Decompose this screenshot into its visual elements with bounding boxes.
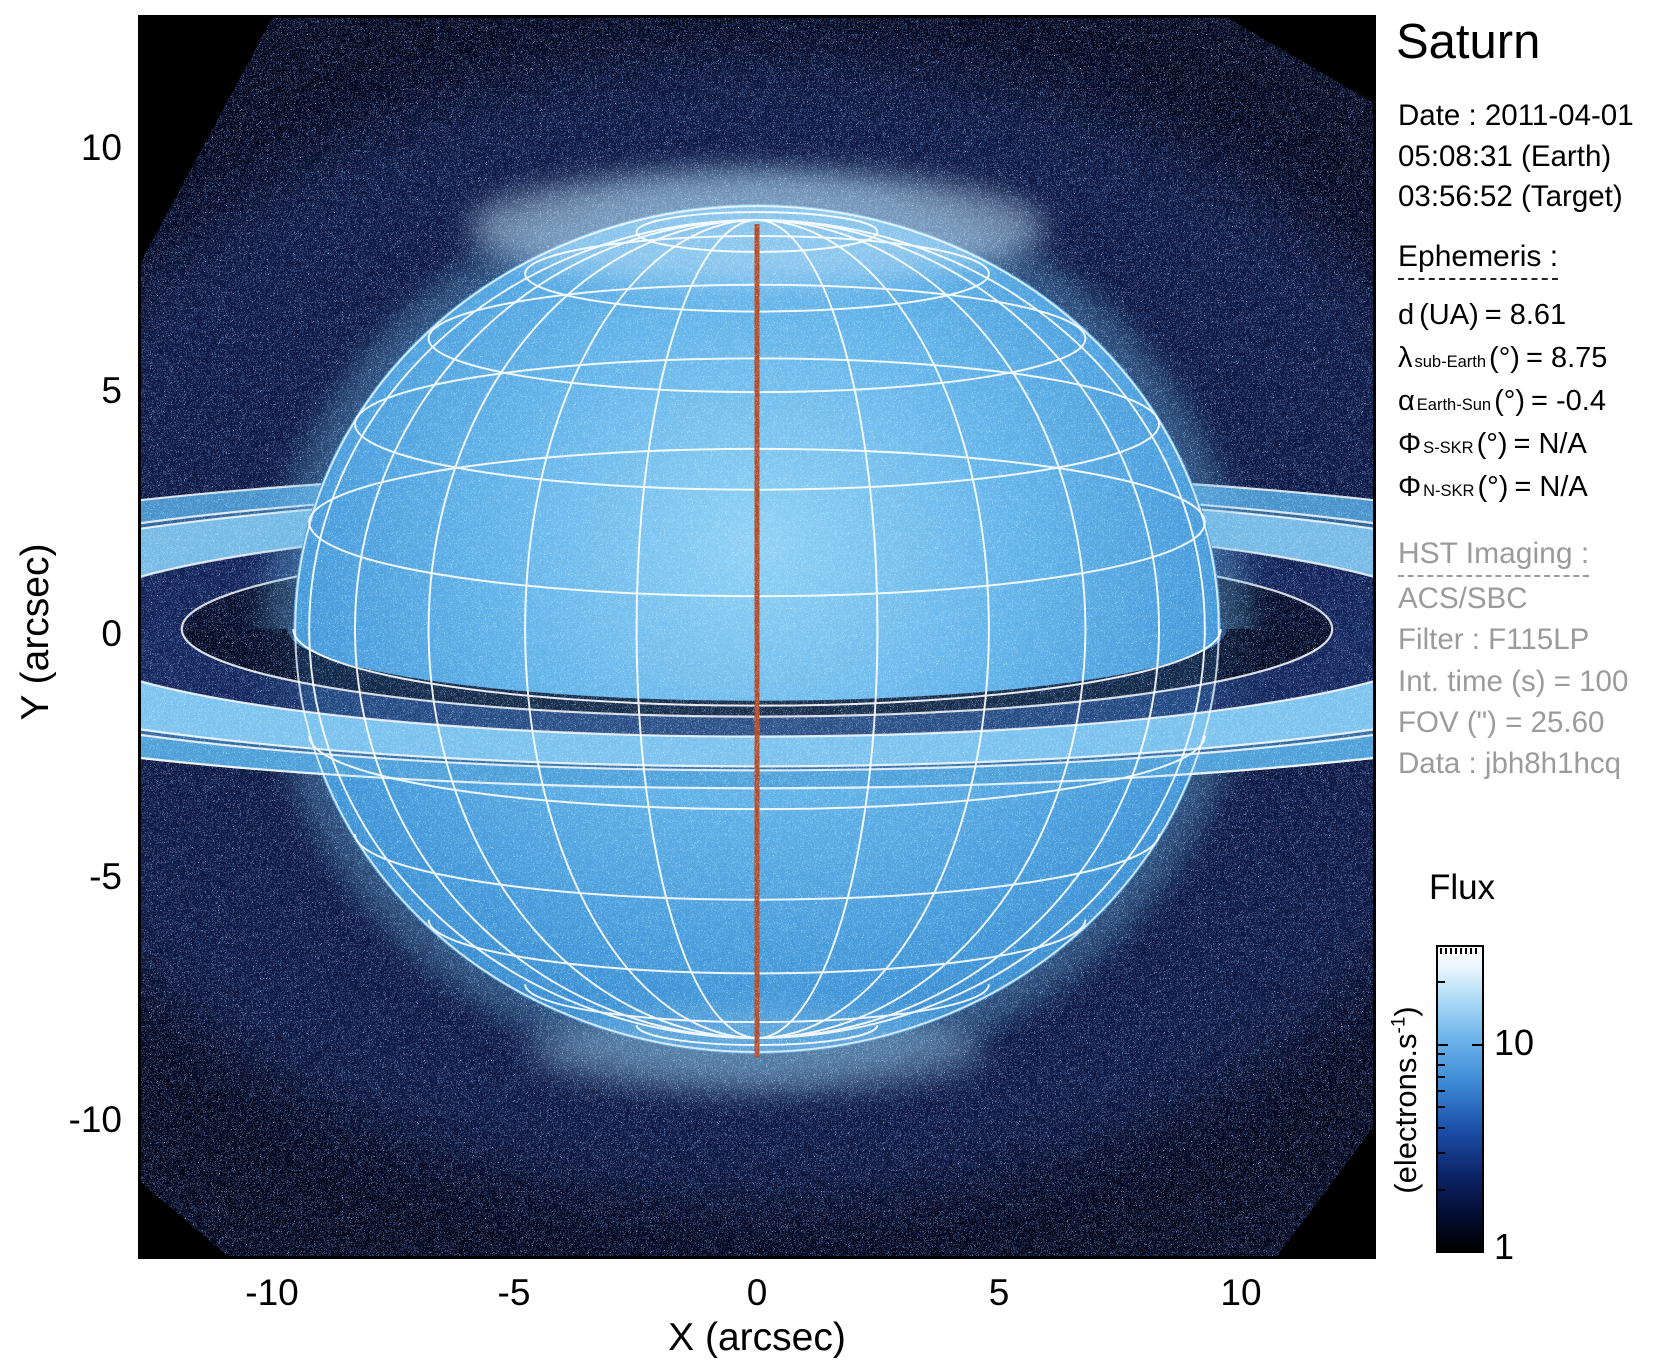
colorbar-ticks (1438, 948, 1482, 1191)
hst-camera: ACS/SBC (1398, 582, 1528, 615)
ephemeris-row-sub-earth-lat: λ sub-Earth (°) = 8.75 (1398, 342, 1608, 374)
image-noise-overlay (141, 18, 1373, 1256)
colorbar-title: Flux (1428, 868, 1496, 907)
y-tick-m5: -5 (89, 856, 122, 897)
ephemeris-heading: Ephemeris : (1398, 240, 1559, 280)
saturn-uv-image (141, 18, 1373, 1256)
flux-colorbar (1436, 945, 1484, 1253)
hst-filter: Filter : F115LP (1398, 623, 1590, 657)
hst-int-time: Int. time (s) = 100 (1398, 664, 1629, 698)
earth-time: 05:08:31 (Earth) (1398, 139, 1612, 173)
ephemeris-row-n-skr: Φ N-SKR (°) = N/A (1398, 471, 1588, 503)
x-tick-m10: -10 (245, 1272, 299, 1313)
hst-fov: FOV (") = 25.60 (1398, 705, 1605, 739)
image-plot-area (138, 15, 1376, 1259)
observation-times: Date : 2011-04-01 05:08:31 (Earth) 03:56… (1398, 96, 1634, 218)
y-tick-0: 0 (101, 613, 122, 654)
y-tick-m10: -10 (68, 1099, 122, 1140)
x-tick-5: 5 (988, 1272, 1010, 1313)
ephemeris-row-phase-angle: α Earth-Sun (°) = -0.4 (1398, 385, 1606, 417)
hst-dataset: Data : jbh8h1hcq (1398, 747, 1622, 781)
x-axis-title: X (arcsec) (668, 1316, 846, 1359)
x-tick-m5: -5 (497, 1272, 531, 1313)
target-time: 03:56:52 (Target) (1398, 180, 1623, 214)
ephemeris-row-distance: d (UA) = 8.61 (1398, 299, 1567, 331)
y-axis-title: Y (arcsec) (14, 543, 57, 721)
ephemeris-table: d (UA) = 8.61 λ sub-Earth (°) = 8.75 α E… (1398, 299, 1607, 514)
colorbar-unit-label: (electrons.s-1) (1388, 1006, 1423, 1194)
ephemeris-row-s-skr: Φ S-SKR (°) = N/A (1398, 428, 1587, 460)
hst-imaging-heading: HST Imaging : (1398, 537, 1590, 577)
page-title: Saturn (1396, 15, 1541, 69)
detector-fov (141, 18, 1373, 1256)
colorbar-tick-10: 10 (1494, 1022, 1535, 1063)
y-tick-5: 5 (101, 370, 122, 411)
x-tick-10: 10 (1220, 1272, 1262, 1313)
y-tick-10: 10 (80, 127, 122, 168)
x-tick-0: 0 (746, 1272, 768, 1313)
hst-imaging-info: ACS/SBC Filter : F115LP Int. time (s) = … (1398, 578, 1628, 784)
colorbar-tick-1: 1 (1494, 1226, 1515, 1267)
date-line: Date : 2011-04-01 (1398, 99, 1634, 132)
